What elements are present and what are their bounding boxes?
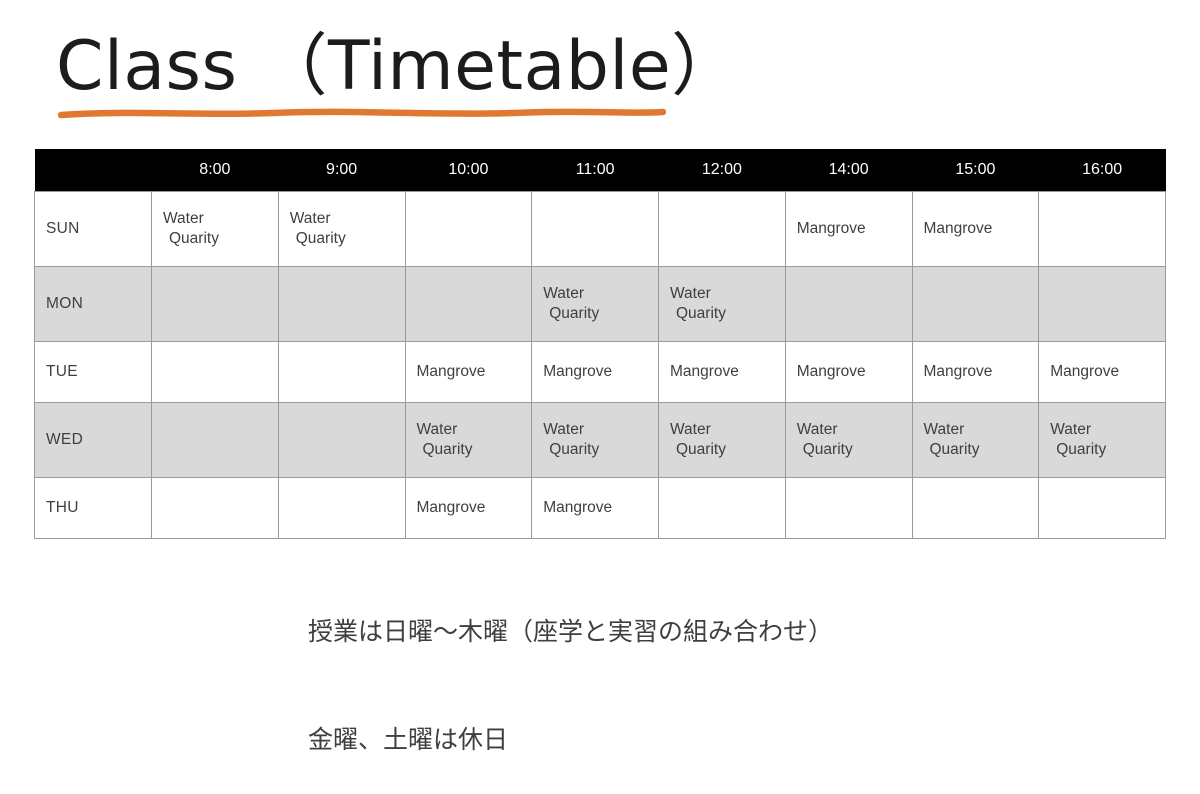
- slot-tue-1200: Mangrove: [658, 341, 786, 403]
- day-label-sun: SUN: [34, 191, 152, 267]
- subject-line1: Water: [416, 421, 458, 439]
- slot-wed-1400: Water Quarity: [784, 402, 913, 478]
- page-title: Class （Timetable）: [56, 27, 740, 106]
- slot-wed-0800: [151, 402, 279, 478]
- slot-sun-1500: Mangrove: [911, 191, 1040, 267]
- slot-tue-1500: Mangrove: [911, 341, 1040, 403]
- header-time-0800: 8:00: [151, 149, 279, 192]
- slot-mon-0900: [277, 266, 406, 342]
- slot-mon-1200: Water Quarity: [658, 266, 786, 342]
- slot-mon-1400: [784, 266, 913, 342]
- header-time-1100: 11:00: [531, 149, 659, 192]
- table-row: THU Mangrove Mangrove: [34, 477, 1166, 539]
- slot-sun-1600: [1038, 191, 1166, 267]
- slot-mon-1000: [404, 266, 533, 342]
- slot-wed-0900: [277, 402, 406, 478]
- subject-line2: Quarity: [549, 305, 600, 322]
- subject-line2: Quarity: [929, 441, 980, 458]
- slot-mon-1100: Water Quarity: [531, 266, 659, 342]
- slot-thu-0900: [277, 477, 406, 539]
- subject-line1: Water: [923, 421, 965, 439]
- slot-mon-1600: [1038, 266, 1166, 342]
- timetable-body: SUN Water Quarity Water Quarity Mangrove M…: [34, 191, 1166, 539]
- subject-line1: Water: [543, 421, 585, 439]
- slot-sun-0900: Water Quarity: [277, 191, 406, 267]
- slot-tue-1400: Mangrove: [784, 341, 913, 403]
- timetable-header-row: 8:00 9:00 10:00 11:00 12:00 14:00 15:00 …: [34, 149, 1166, 192]
- slot-tue-0800: [151, 341, 279, 403]
- timetable-caption: 授業は日曜〜木曜（座学と実習の組み合わせ） 金曜、土曜は休日: [308, 542, 833, 794]
- subject-line1: Water: [163, 210, 204, 228]
- slot-thu-1400: [784, 477, 913, 539]
- subject-line1: Water: [289, 210, 331, 228]
- subject-line2: Quarity: [676, 305, 726, 322]
- header-time-1000: 10:00: [405, 149, 532, 192]
- subject-line1: Water: [796, 421, 838, 439]
- slot-wed-1600: Water Quarity: [1038, 402, 1166, 478]
- table-row: WED Water Quarity Water Quarity Water Quari…: [34, 402, 1166, 478]
- slot-tue-1000: Mangrove: [404, 341, 533, 403]
- caption-line-1: 授業は日曜〜木曜（座学と実習の組み合わせ）: [308, 617, 834, 646]
- caption-line-2: 金曜、土曜は休日: [308, 725, 509, 754]
- slot-thu-1500: [911, 477, 1040, 539]
- slot-sun-1400: Mangrove: [784, 191, 913, 267]
- subject-line2: Quarity: [802, 441, 853, 458]
- subject-line1: Water: [1050, 421, 1092, 439]
- slot-thu-1000: Mangrove: [404, 477, 533, 539]
- header-corner: [34, 149, 152, 192]
- slot-sun-1100: [531, 191, 659, 267]
- day-label-tue: TUE: [34, 341, 152, 403]
- slot-sun-0800: Water Quarity: [151, 191, 279, 267]
- timetable-container: 8:00 9:00 10:00 11:00 12:00 14:00 15:00 …: [34, 149, 1166, 539]
- subject-line2: Quarity: [1056, 441, 1107, 458]
- slot-sun-1200: [658, 191, 786, 267]
- slot-mon-0800: [151, 266, 279, 342]
- slot-sun-1000: [404, 191, 533, 267]
- day-label-thu: THU: [34, 477, 152, 539]
- slot-tue-1600: Mangrove: [1038, 341, 1166, 403]
- title-block: Class （Timetable）: [56, 24, 756, 129]
- subject-line2: Quarity: [295, 230, 346, 247]
- header-time-1500: 15:00: [912, 149, 1039, 192]
- header-time-1400: 14:00: [785, 149, 912, 192]
- subject-line1: Water: [543, 285, 585, 303]
- slot-wed-1200: Water Quarity: [658, 402, 786, 478]
- slot-wed-1100: Water Quarity: [531, 402, 659, 478]
- subject-line2: Quarity: [549, 441, 600, 458]
- class-timetable: 8:00 9:00 10:00 11:00 12:00 14:00 15:00 …: [34, 149, 1166, 539]
- slot-wed-1500: Water Quarity: [911, 402, 1040, 478]
- subject-line1: Water: [670, 421, 711, 439]
- day-label-mon: MON: [34, 266, 152, 342]
- subject-line1: Water: [670, 285, 711, 303]
- slot-thu-1100: Mangrove: [531, 477, 659, 539]
- header-time-1200: 12:00: [658, 149, 786, 192]
- table-row: TUE Mangrove Mangrove Mangrove Mangrove …: [34, 341, 1166, 403]
- slot-wed-1000: Water Quarity: [404, 402, 533, 478]
- subject-line2: Quarity: [422, 441, 473, 458]
- header-time-0900: 9:00: [278, 149, 405, 192]
- subject-line2: Quarity: [676, 441, 726, 458]
- slot-mon-1500: [911, 266, 1040, 342]
- slot-tue-0900: [277, 341, 406, 403]
- slot-thu-1200: [658, 477, 786, 539]
- table-row: SUN Water Quarity Water Quarity Mangrove M…: [34, 191, 1166, 267]
- slot-tue-1100: Mangrove: [531, 341, 659, 403]
- table-row: MON Water Quarity Water Quarity: [34, 266, 1166, 342]
- slot-thu-0800: [151, 477, 279, 539]
- day-label-wed: WED: [34, 402, 152, 478]
- slot-thu-1600: [1038, 477, 1166, 539]
- header-time-1600: 16:00: [1038, 149, 1166, 192]
- subject-line2: Quarity: [169, 230, 219, 247]
